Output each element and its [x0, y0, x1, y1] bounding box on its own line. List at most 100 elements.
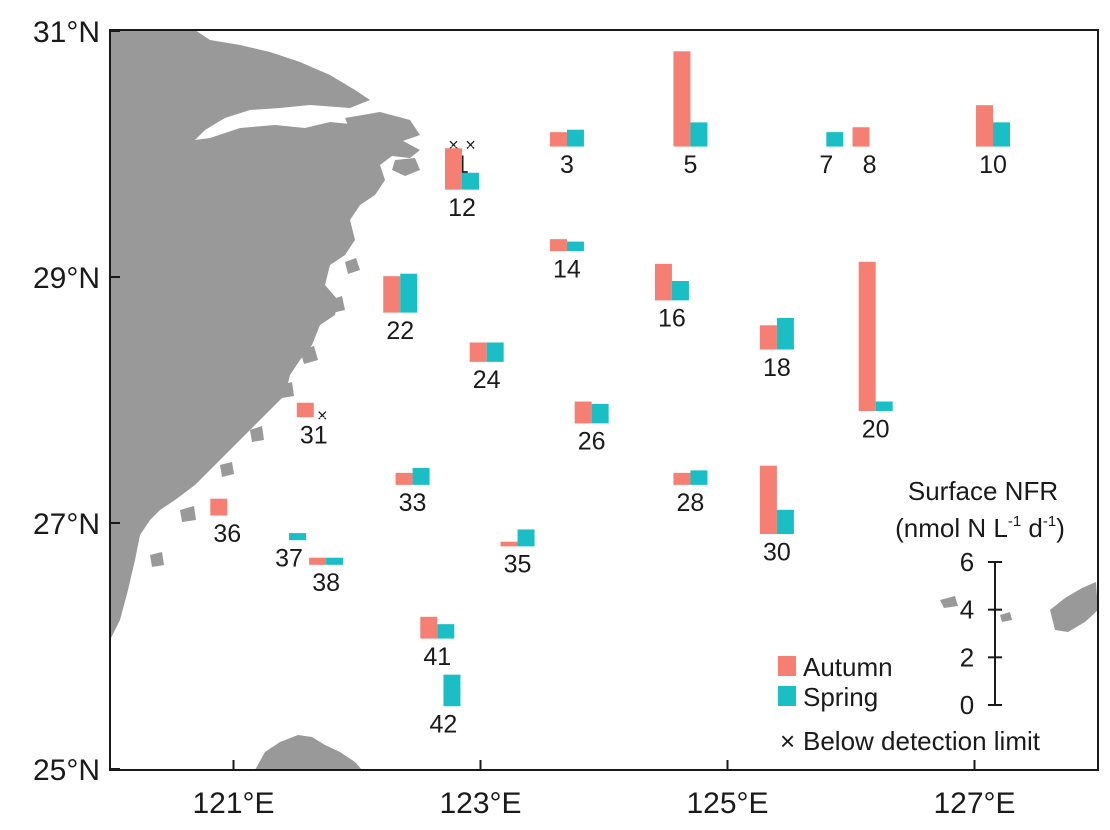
station-38: 38 [307, 557, 346, 597]
spring-bar [517, 529, 535, 547]
spring-bar [437, 624, 455, 639]
station-8: 8 [850, 127, 889, 179]
unit-prefix: (nmol N L [895, 513, 1008, 543]
taiwan-north [255, 735, 362, 770]
station-label: 20 [862, 415, 890, 443]
y-tick-label: 31°N [33, 16, 100, 49]
island-11 [150, 552, 164, 567]
autumn-bar [858, 261, 876, 412]
scale-bar: Surface NFR (nmol N L-1 d-1) 0 2 4 6 [895, 476, 1065, 720]
y-tick-label: 25°N [33, 754, 100, 787]
station-label: 16 [658, 305, 686, 333]
autumn-bar [500, 541, 518, 547]
spring-bar [776, 509, 794, 535]
station-label: 38 [312, 569, 340, 597]
autumn-bar [383, 276, 401, 313]
station-label: 18 [763, 354, 791, 382]
spring-bar [400, 273, 418, 313]
scale-tick-label: 2 [960, 642, 974, 672]
x-tick-label: 123°E [439, 787, 521, 820]
scale-tick-label: 6 [960, 547, 974, 577]
island-3 [330, 208, 350, 226]
island-1 [392, 158, 420, 176]
autumn-bar [673, 51, 691, 147]
spring-bar [591, 404, 609, 424]
spring-bar [326, 557, 344, 566]
island-6 [300, 346, 318, 364]
spring-bar [289, 533, 307, 541]
station-label: 42 [430, 711, 458, 739]
island-zhoushan [345, 112, 420, 142]
map-frame [109, 29, 1099, 771]
below-detection-icon: × [448, 135, 459, 155]
station-31: ×31 [294, 402, 333, 449]
station-label: 14 [553, 255, 581, 283]
autumn-bar [759, 465, 777, 535]
legend-spring-label: Spring [803, 682, 878, 712]
below-detection-icon: × [317, 405, 328, 425]
island-10 [180, 506, 196, 522]
scale-title: Surface NFR [908, 476, 1058, 506]
station-24: 24 [467, 342, 506, 394]
x-tick-label: 121°E [192, 787, 274, 820]
spring-bar [566, 129, 584, 147]
island-7 [280, 382, 294, 398]
station-label: 3 [560, 151, 574, 179]
station-12: 12 [442, 148, 481, 222]
station-42: 42 [424, 674, 463, 739]
autumn-bar [759, 325, 777, 350]
legend: Autumn Spring × Below detection limit [778, 652, 1041, 756]
autumn-bar [444, 148, 462, 190]
spring-bar [776, 317, 794, 350]
station-36: 36 [208, 498, 247, 548]
x-axis: 121°E 123°E 125°E 127°E [192, 760, 1016, 820]
station-33: 33 [393, 467, 432, 517]
station-3: 3 [547, 129, 586, 179]
island-4 [345, 258, 360, 274]
legend-below-icon: × [780, 726, 795, 756]
unit-mid: d [1021, 513, 1043, 543]
spring-bar [671, 281, 689, 301]
autumn-bar [420, 616, 438, 639]
scale-tick-label: 0 [960, 690, 974, 720]
station-label: 41 [423, 643, 451, 671]
island-9 [220, 462, 234, 477]
scale-ticks: 0 2 4 6 [960, 547, 1002, 720]
ryukyu-islet-2 [1000, 612, 1012, 622]
station-label: 12 [448, 194, 476, 222]
below-detection-icon: × [465, 135, 476, 155]
autumn-bar [852, 127, 870, 147]
autumn-bar [654, 263, 672, 301]
station-label: 5 [683, 151, 697, 179]
autumn-bar [395, 472, 413, 486]
station-41: 41 [418, 616, 457, 671]
station-20: 20 [856, 261, 895, 443]
scale-unit: (nmol N L-1 d-1) [895, 513, 1065, 543]
station-35: 35 [498, 529, 537, 579]
station-label: 24 [473, 366, 501, 394]
unit-suffix: ) [1056, 513, 1065, 543]
spring-bar [690, 122, 708, 147]
autumn-bar [549, 239, 567, 252]
spring-bar [443, 674, 461, 707]
autumn-bar [210, 498, 228, 516]
stations-layer: ××135781012141618202224262830×3133353637… [208, 51, 1013, 739]
legend-autumn-label: Autumn [803, 652, 893, 682]
land-layer [110, 30, 1098, 770]
station-16: 16 [652, 263, 691, 333]
y-tick-label: 29°N [33, 262, 100, 295]
spring-bar [461, 172, 479, 190]
station-label: 36 [213, 520, 241, 548]
station-label: 22 [386, 317, 414, 345]
y-axis: 31°N 29°N 27°N 25°N [33, 16, 120, 787]
station-label: 35 [504, 551, 532, 579]
station-5: 5 [671, 51, 710, 179]
scale-tick-label: 4 [960, 595, 974, 625]
autumn-bar [673, 472, 691, 486]
station-label: 26 [578, 428, 606, 456]
ryukyu-islet-1 [940, 596, 958, 608]
spring-bar [875, 401, 893, 412]
autumn-bar [976, 105, 994, 147]
legend-autumn-swatch [778, 656, 796, 676]
